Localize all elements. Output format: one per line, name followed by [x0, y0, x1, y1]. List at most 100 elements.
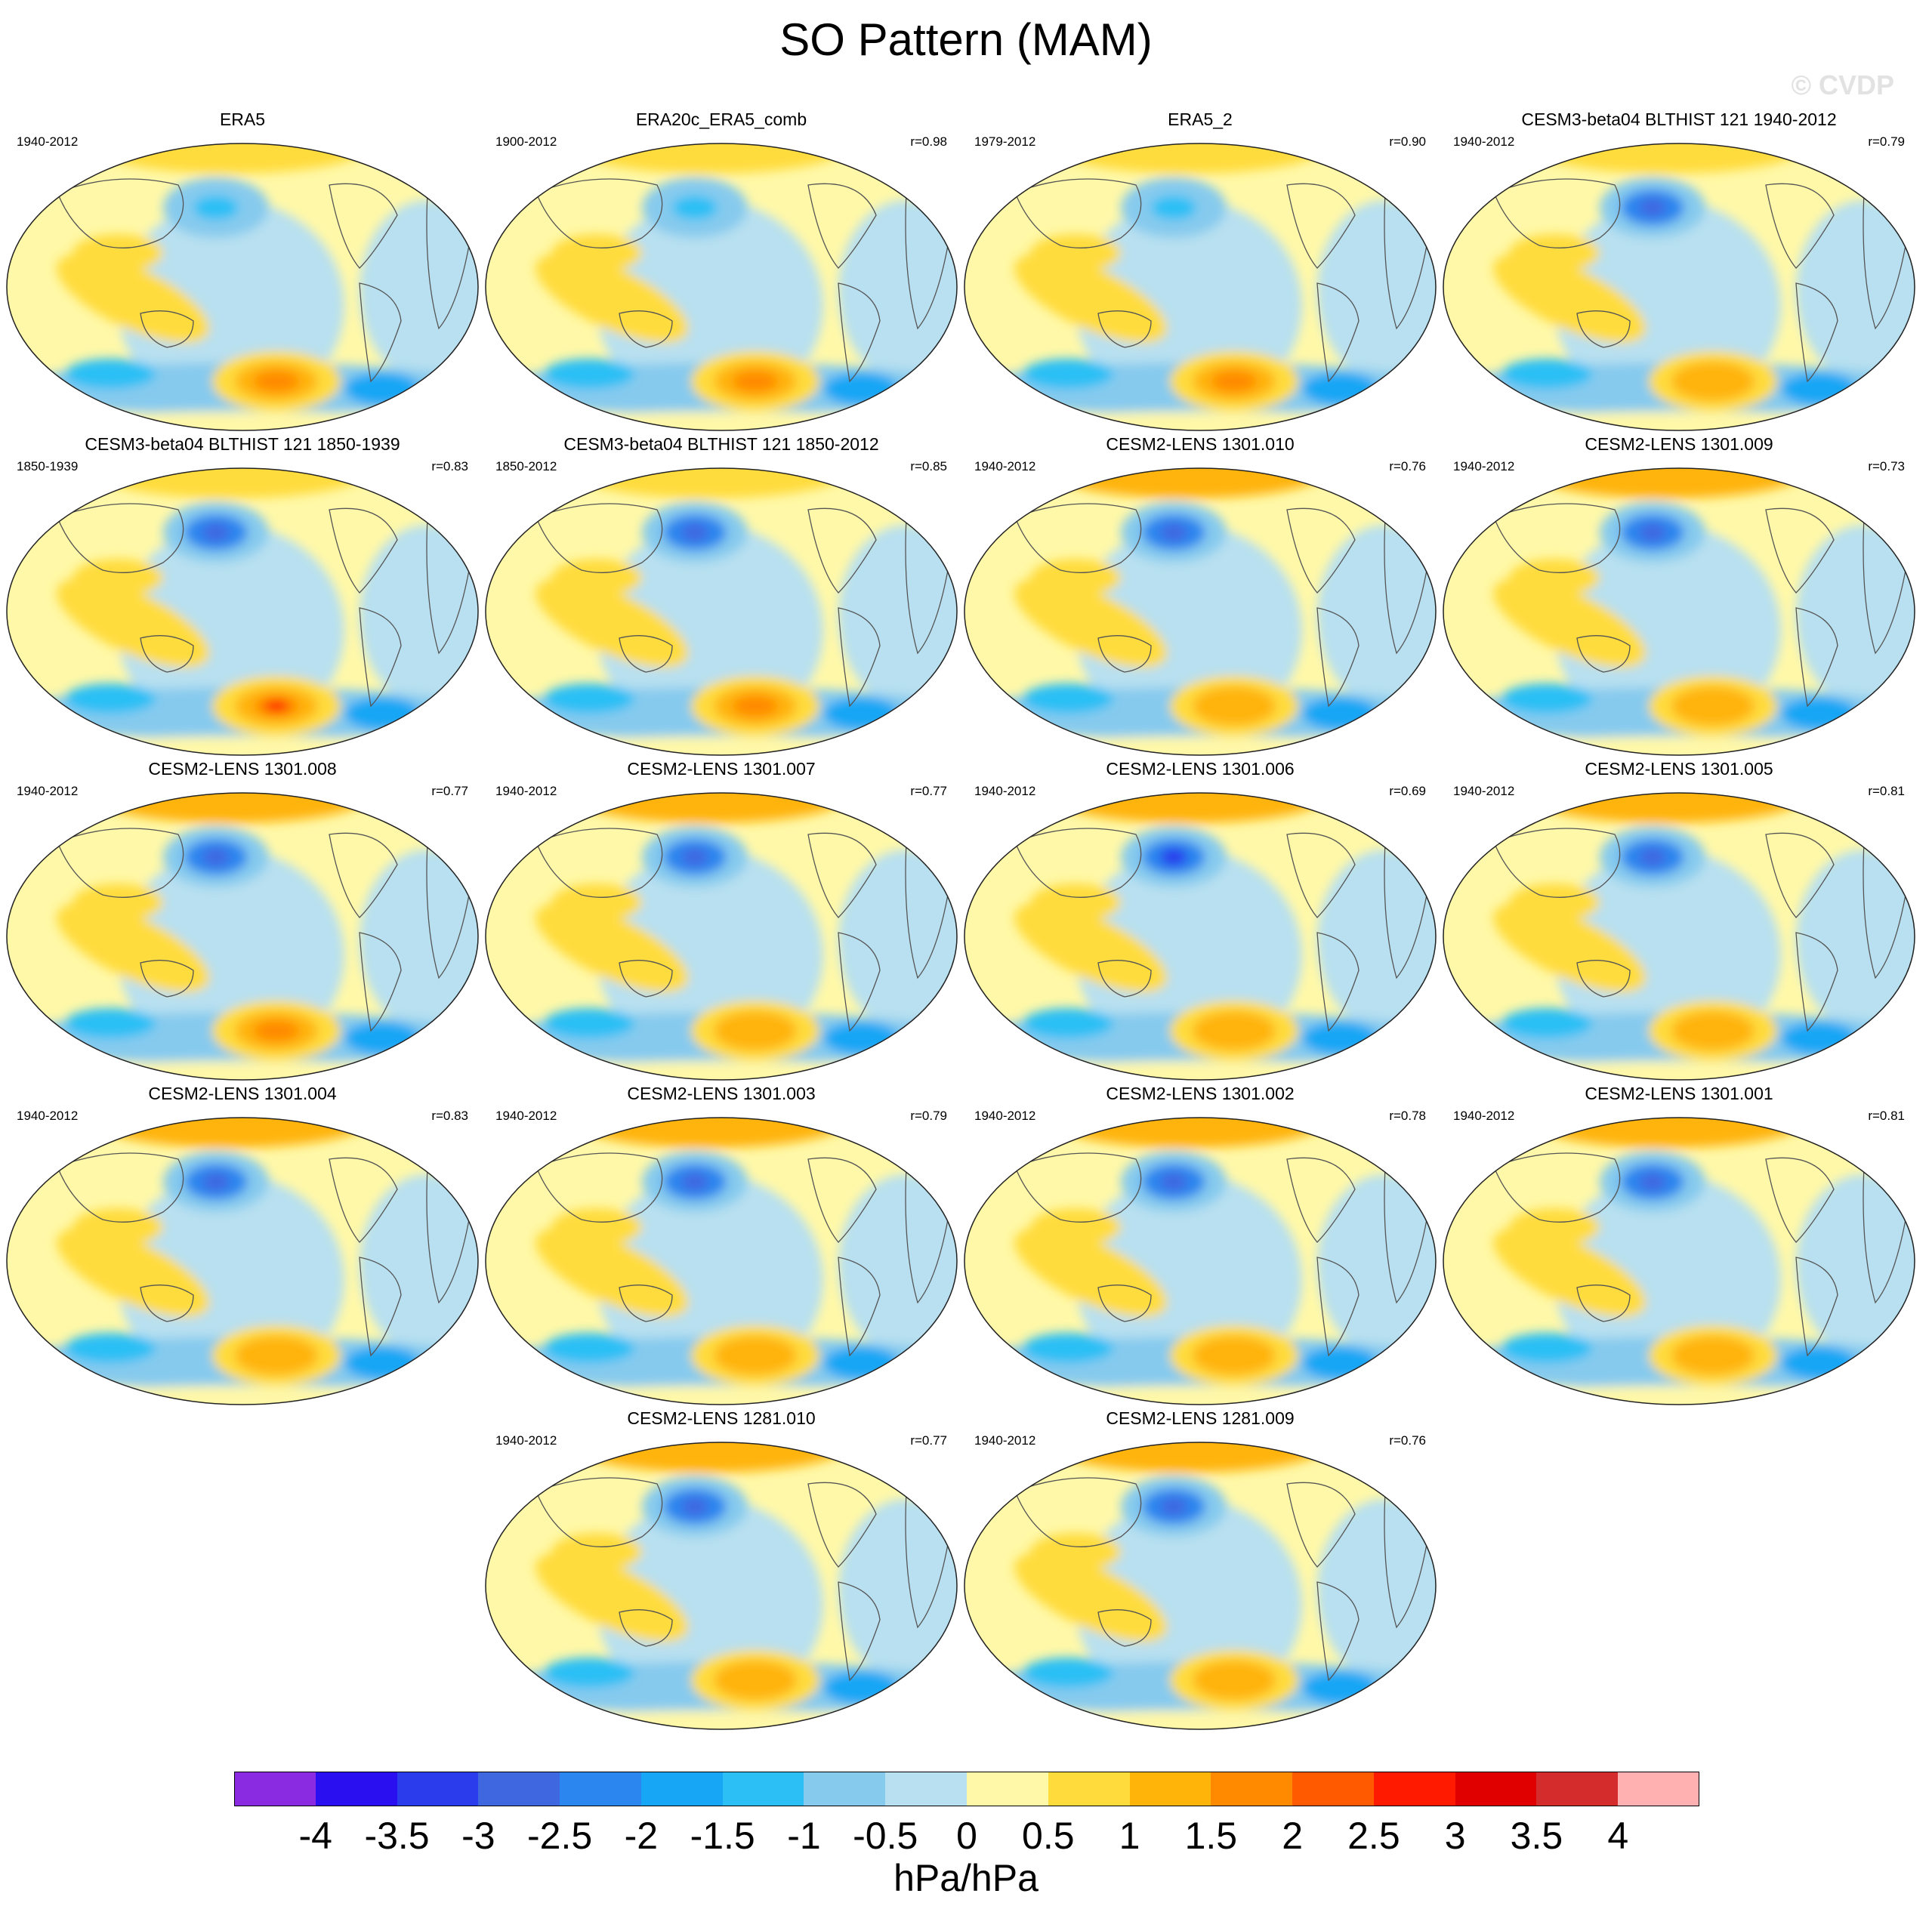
- panel-correlation: r=0.85: [910, 459, 947, 473]
- map-border: [1443, 143, 1915, 431]
- amundsen-high-core: [714, 1011, 797, 1050]
- panel-period: 1940-2012: [974, 1433, 1036, 1448]
- map-border: [485, 1117, 958, 1405]
- asian-high: [73, 234, 163, 272]
- panel-correlation: r=0.81: [1868, 784, 1905, 798]
- maritime-high: [535, 578, 689, 668]
- colorbar: [234, 1772, 1700, 1806]
- colorbar-tick-label: 3.5: [1510, 1815, 1563, 1857]
- coastline: [535, 1152, 663, 1223]
- coastline: [1493, 828, 1621, 898]
- colorbar-tick-label: 2.5: [1347, 1815, 1400, 1857]
- coastline: [1014, 1152, 1142, 1223]
- map-panel: CESM2-LENS 1281.009 1940-2012 r=0.76: [962, 1408, 1438, 1733]
- amundsen-high-core: [714, 1661, 797, 1700]
- coastline: [838, 282, 881, 383]
- panel-period: 1940-2012: [974, 1109, 1036, 1123]
- map-border: [964, 143, 1437, 431]
- map-panel: CESM3-beta04 BLTHIST 121 1940-2012 1940-2…: [1441, 109, 1917, 434]
- atlantic-low-broad: [1317, 525, 1436, 706]
- north-pacific-low-center: [202, 1173, 230, 1191]
- maritime-high: [56, 578, 210, 668]
- coastline: [140, 1285, 194, 1322]
- map-panel: CESM2-LENS 1301.002 1940-2012 r=0.78: [962, 1084, 1438, 1408]
- atlantic-low-broad: [360, 525, 478, 706]
- atlantic-low-broad: [1796, 1174, 1915, 1355]
- colorbar-tick-label: -2: [624, 1815, 659, 1857]
- panel-period: 1940-2012: [1453, 1109, 1515, 1123]
- amundsen-high-core: [1193, 1336, 1276, 1375]
- map-panel: CESM2-LENS 1301.003 1940-2012 r=0.79: [483, 1084, 959, 1408]
- south-indian-low: [1501, 1333, 1592, 1363]
- coastline: [329, 507, 398, 594]
- amundsen-high-core: [235, 1336, 318, 1375]
- asian-high: [551, 1208, 642, 1246]
- panel-period: 1940-2012: [17, 134, 79, 149]
- map-border: [964, 1442, 1437, 1730]
- coastline: [535, 1477, 663, 1547]
- north-pacific-low-center: [1639, 523, 1666, 541]
- south-indian-low: [1023, 1333, 1113, 1363]
- panel-title: CESM2-LENS 1301.010: [1106, 434, 1295, 454]
- panel-period: 1940-2012: [495, 1433, 557, 1448]
- map-border: [6, 143, 479, 431]
- atlantic-low-broad: [1796, 525, 1915, 706]
- maritime-high: [535, 1228, 689, 1317]
- colorbar-tick-label: 4: [1607, 1815, 1629, 1857]
- panel-period: 1850-2012: [495, 459, 557, 473]
- robinson-map: [1443, 1117, 1915, 1405]
- panel-period: 1979-2012: [974, 134, 1036, 149]
- panel-correlation: r=0.73: [1868, 459, 1905, 473]
- coastline: [1493, 503, 1621, 573]
- panel-correlation: r=0.79: [910, 1109, 947, 1123]
- panel-correlation: r=0.77: [431, 784, 468, 798]
- coastline: [1014, 1477, 1142, 1547]
- map-panel: ERA5_2 1979-2012 r=0.90: [962, 109, 1438, 434]
- amundsen-high-core: [1193, 1011, 1276, 1050]
- map-panel: CESM2-LENS 1301.010 1940-2012 r=0.76: [962, 434, 1438, 759]
- coastline: [140, 310, 194, 348]
- colorbar-segment: [1048, 1772, 1131, 1806]
- panel-correlation: r=0.78: [1389, 1109, 1426, 1123]
- coastline: [1795, 932, 1838, 1032]
- amundsen-high-core: [1193, 1661, 1276, 1700]
- coastline: [1286, 183, 1356, 269]
- arctic-high: [574, 793, 846, 823]
- south-indian-low: [65, 1333, 156, 1363]
- map-border: [485, 792, 958, 1081]
- coastline: [359, 282, 402, 383]
- panel-correlation: r=0.76: [1389, 459, 1426, 473]
- coastline: [1286, 507, 1356, 594]
- asian-high: [73, 884, 163, 921]
- coastline: [359, 1257, 402, 1357]
- panel-title: ERA5_2: [1168, 109, 1233, 129]
- atlantic-low-broad: [1317, 1499, 1436, 1680]
- panel-correlation: r=0.83: [431, 459, 468, 473]
- robinson-map: [964, 1442, 1437, 1730]
- colorbar-segment: [804, 1772, 886, 1806]
- amundsen-high-peak: [264, 700, 289, 712]
- arctic-high: [1053, 793, 1325, 823]
- robinson-map: [485, 143, 958, 431]
- panel-period: 1940-2012: [17, 784, 79, 798]
- figure-title: SO Pattern (MAM): [779, 14, 1153, 65]
- asian-high: [551, 884, 642, 921]
- coastline: [1286, 1482, 1356, 1568]
- coastline: [329, 832, 398, 918]
- robinson-map: [6, 1117, 479, 1405]
- south-indian-low: [1501, 359, 1592, 389]
- arctic-high: [95, 143, 367, 174]
- asian-high: [1030, 234, 1121, 272]
- arctic-high: [1532, 1118, 1804, 1148]
- coastline: [838, 1581, 881, 1682]
- robinson-map: [964, 1117, 1437, 1405]
- atlantic-low-broad: [1317, 850, 1436, 1031]
- coastline: [838, 1257, 881, 1357]
- colorbar-tick-label: 0: [956, 1815, 977, 1857]
- maritime-high: [535, 1553, 689, 1642]
- coastline: [1097, 1609, 1152, 1647]
- maritime-high: [535, 254, 689, 343]
- colorbar-segment: [397, 1772, 479, 1806]
- arctic-high: [1532, 143, 1804, 174]
- panel-title: CESM2-LENS 1301.008: [148, 759, 337, 779]
